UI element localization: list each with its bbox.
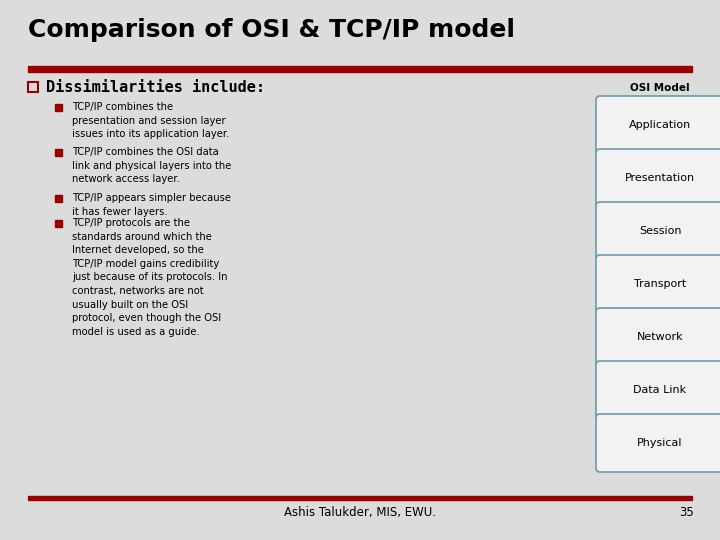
FancyBboxPatch shape <box>596 202 720 260</box>
Text: OSI Model: OSI Model <box>630 83 690 93</box>
Text: Physical: Physical <box>637 438 683 448</box>
Text: TCP/IP combines the
presentation and session layer
issues into its application l: TCP/IP combines the presentation and ses… <box>72 102 230 139</box>
Bar <box>28 66 692 72</box>
Text: TCP/IP appears simpler because
it has fewer layers.: TCP/IP appears simpler because it has fe… <box>72 193 231 217</box>
Bar <box>28 496 692 500</box>
Text: Transport: Transport <box>634 279 686 289</box>
Text: Network: Network <box>636 332 683 342</box>
FancyBboxPatch shape <box>596 255 720 313</box>
Text: Ashis Talukder, MIS, EWU.: Ashis Talukder, MIS, EWU. <box>284 506 436 519</box>
Bar <box>55 104 62 111</box>
FancyBboxPatch shape <box>596 149 720 207</box>
FancyBboxPatch shape <box>596 414 720 472</box>
FancyBboxPatch shape <box>596 308 720 366</box>
Text: TCP/IP protocols are the
standards around which the
Internet developed, so the
T: TCP/IP protocols are the standards aroun… <box>72 218 228 337</box>
Text: Presentation: Presentation <box>625 173 695 183</box>
Bar <box>28 82 38 92</box>
Text: Session: Session <box>639 226 681 236</box>
Text: Data Link: Data Link <box>634 385 687 395</box>
FancyBboxPatch shape <box>596 361 720 419</box>
Text: Dissimilarities include:: Dissimilarities include: <box>46 80 265 95</box>
Bar <box>55 195 62 202</box>
Text: Comparison of OSI & TCP/IP model: Comparison of OSI & TCP/IP model <box>28 18 515 42</box>
Text: 35: 35 <box>679 506 694 519</box>
Text: TCP/IP combines the OSI data
link and physical layers into the
network access la: TCP/IP combines the OSI data link and ph… <box>72 147 231 184</box>
Bar <box>55 149 62 156</box>
Bar <box>55 220 62 227</box>
FancyBboxPatch shape <box>596 96 720 154</box>
Text: Application: Application <box>629 120 691 130</box>
